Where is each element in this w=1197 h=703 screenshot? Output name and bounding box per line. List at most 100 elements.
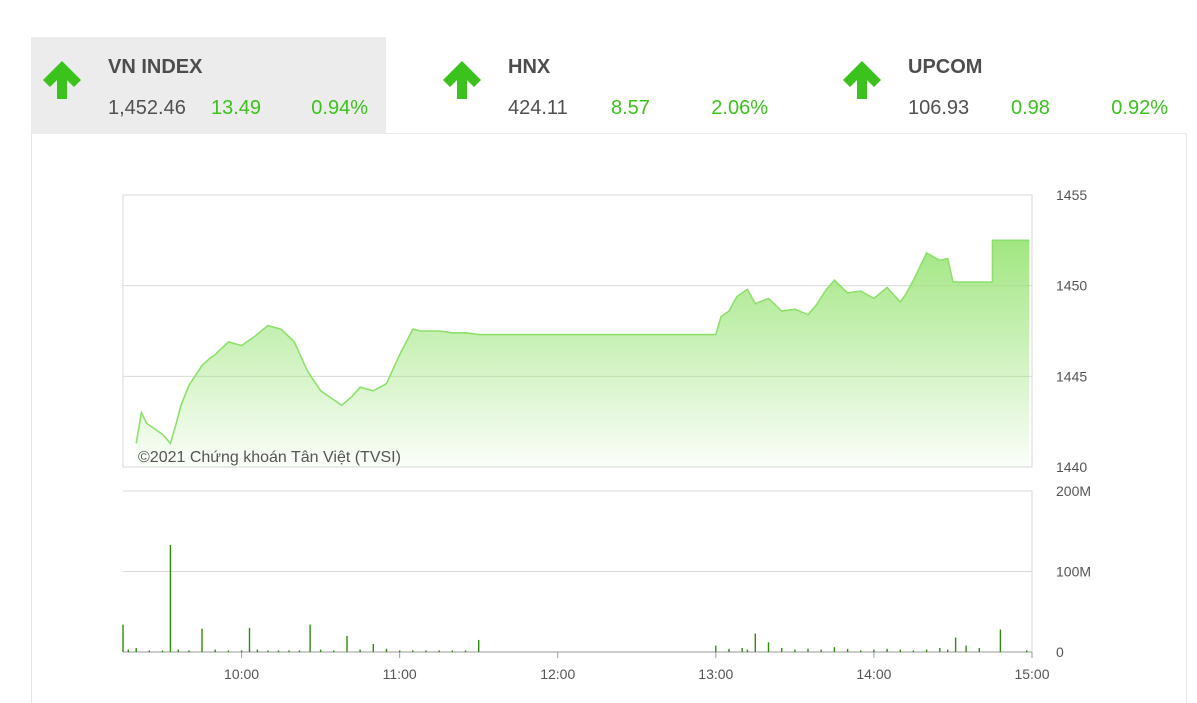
volume-bar bbox=[346, 635, 348, 652]
x-tick-label: 15:00 bbox=[1014, 666, 1049, 682]
volume-bar bbox=[746, 649, 749, 652]
volume-bar bbox=[298, 650, 301, 652]
volume-y-tick-label: 0 bbox=[1056, 644, 1064, 660]
tab-hnx[interactable]: HNX 424.11 8.57 2.06% bbox=[431, 37, 786, 133]
volume-bar bbox=[248, 627, 251, 652]
volume-bar bbox=[886, 648, 888, 652]
volume-bar bbox=[741, 648, 743, 652]
index-name: UPCOM bbox=[908, 56, 983, 78]
arrow-up-icon bbox=[443, 61, 481, 99]
time-x-axis: 10:00 11:00 12:00 13:00 14:00 15:00 bbox=[224, 652, 1050, 682]
price-y-tick-label: 1455 bbox=[1056, 187, 1087, 203]
tab-upcom[interactable]: UPCOM 106.93 0.98 0.92% bbox=[831, 37, 1186, 133]
volume-y-axis: 0 100M 200M bbox=[1056, 483, 1091, 660]
volume-bar bbox=[438, 650, 440, 652]
volume-bar bbox=[135, 648, 137, 652]
volume-bar bbox=[1026, 650, 1028, 652]
price-y-tick-label: 1450 bbox=[1056, 278, 1087, 294]
volume-bar bbox=[122, 624, 124, 652]
volume-bar bbox=[947, 649, 949, 652]
volume-bar bbox=[978, 648, 980, 652]
volume-bar bbox=[899, 649, 901, 652]
x-tick-label: 10:00 bbox=[224, 666, 259, 682]
volume-bar bbox=[478, 639, 480, 652]
volume-bar bbox=[807, 648, 809, 652]
volume-bar bbox=[451, 650, 453, 652]
volume-bar bbox=[846, 648, 849, 652]
price-area bbox=[136, 240, 1030, 467]
volume-bar bbox=[256, 649, 259, 652]
volume-bars bbox=[122, 544, 1028, 652]
index-change: 8.57 bbox=[611, 97, 650, 119]
chart-panel bbox=[31, 133, 1187, 703]
volume-bar bbox=[728, 648, 730, 652]
volume-bar bbox=[319, 649, 322, 652]
index-percent: 0.94% bbox=[311, 97, 368, 119]
index-percent: 0.92% bbox=[1111, 97, 1168, 119]
volume-bar bbox=[939, 648, 941, 652]
index-name: HNX bbox=[508, 56, 551, 78]
volume-bar bbox=[127, 649, 129, 652]
volume-bar bbox=[820, 649, 822, 652]
volume-bar bbox=[715, 645, 717, 652]
index-value: 424.11 bbox=[508, 97, 568, 119]
index-value: 1,452.46 bbox=[108, 97, 186, 119]
volume-bar bbox=[240, 650, 243, 652]
volume-bar bbox=[464, 650, 467, 652]
volume-bar bbox=[372, 644, 374, 652]
volume-bar bbox=[359, 649, 361, 652]
volume-bar bbox=[912, 650, 915, 652]
volume-bar bbox=[385, 648, 388, 652]
volume-y-tick-label: 200M bbox=[1056, 483, 1091, 499]
volume-bar bbox=[425, 650, 427, 652]
watermark: ©2021 Chứng khoán Tân Việt (TVSI) bbox=[138, 449, 401, 466]
volume-bar bbox=[188, 650, 190, 652]
x-tick-label: 14:00 bbox=[856, 666, 891, 682]
volume-bar bbox=[201, 628, 203, 652]
volume-bar bbox=[954, 637, 957, 652]
volume-bar bbox=[925, 649, 928, 652]
volume-bar bbox=[214, 649, 216, 652]
index-change: 13.49 bbox=[211, 97, 262, 119]
arrow-up-icon bbox=[43, 61, 81, 99]
volume-bar bbox=[412, 650, 414, 652]
volume-bar bbox=[781, 648, 783, 652]
volume-bar bbox=[177, 649, 179, 652]
index-tabs: VN INDEX 1,452.46 13.49 0.94% HNX 424.11… bbox=[31, 37, 1187, 133]
volume-bar bbox=[267, 650, 269, 652]
volume-bar bbox=[333, 650, 335, 652]
volume-bar bbox=[148, 650, 150, 652]
index-name: VN INDEX bbox=[108, 56, 203, 78]
tab-vn-index[interactable]: VN INDEX 1,452.46 13.49 0.94% bbox=[31, 37, 386, 133]
volume-bar bbox=[309, 624, 311, 652]
volume-bar bbox=[767, 642, 770, 652]
volume-bar bbox=[277, 650, 280, 652]
volume-bar bbox=[227, 650, 230, 652]
x-tick-label: 12:00 bbox=[540, 666, 575, 682]
price-y-tick-label: 1445 bbox=[1056, 368, 1087, 384]
price-y-axis: 1440 1445 1450 1455 bbox=[1056, 187, 1087, 475]
volume-bar bbox=[999, 629, 1002, 652]
index-change: 0.98 bbox=[1011, 97, 1050, 119]
price-area-group bbox=[135, 239, 1030, 467]
volume-bar bbox=[873, 649, 875, 652]
arrow-up-icon bbox=[843, 61, 881, 99]
volume-gridlines bbox=[123, 490, 1033, 653]
x-tick-label: 13:00 bbox=[698, 666, 733, 682]
volume-bar bbox=[169, 544, 172, 652]
volume-bar bbox=[860, 650, 862, 652]
volume-y-tick-label: 100M bbox=[1056, 564, 1091, 580]
index-value: 106.93 bbox=[908, 97, 970, 119]
price-line bbox=[135, 239, 1030, 446]
x-tick-label: 11:00 bbox=[383, 666, 417, 682]
volume-bar bbox=[288, 650, 290, 652]
volume-bar bbox=[161, 650, 164, 652]
volume-bar bbox=[833, 647, 836, 652]
volume-bar bbox=[399, 650, 401, 652]
volume-bar bbox=[965, 645, 967, 652]
volume-bar bbox=[754, 633, 756, 652]
volume-bar bbox=[794, 649, 796, 652]
index-percent: 2.06% bbox=[711, 97, 768, 119]
price-y-tick-label: 1440 bbox=[1056, 459, 1087, 475]
